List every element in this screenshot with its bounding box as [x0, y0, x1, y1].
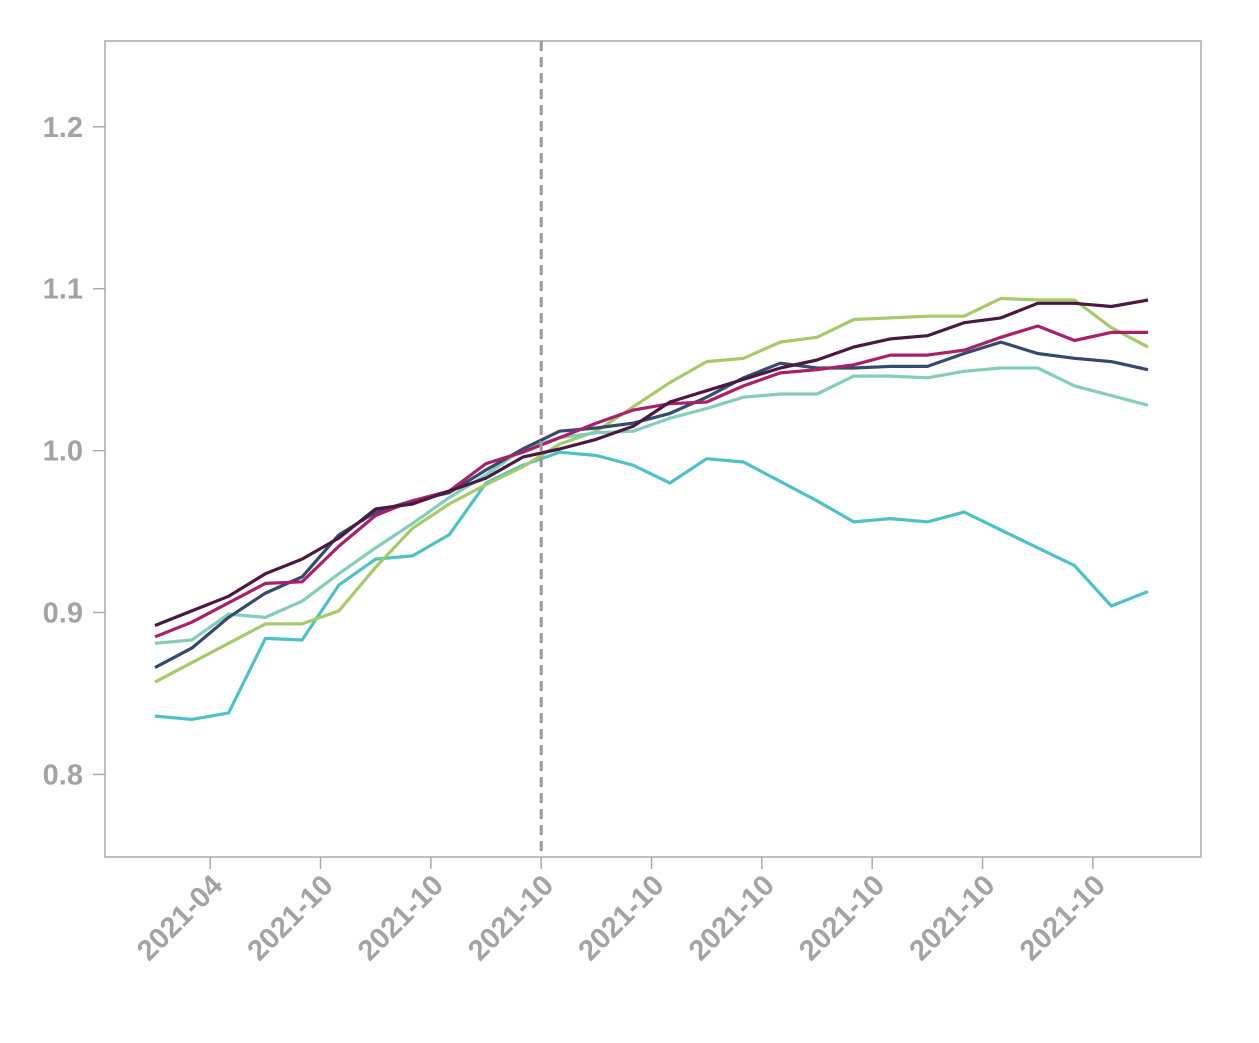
y-tick-label: 1.0 — [43, 436, 83, 468]
series-line-6 — [154, 298, 1149, 627]
x-tick-label: 2021-10 — [793, 869, 891, 967]
x-tick-label: 2021-10 — [1014, 869, 1112, 967]
y-tick-label: 1.1 — [43, 274, 83, 306]
series-line-2 — [154, 296, 1149, 684]
y-tick-label: 0.8 — [43, 759, 83, 791]
x-axis: 2021-04 2021-10 2021-10 2021-10 2021-10 2021-… — [131, 857, 1112, 967]
x-tick-label: 2021-10 — [573, 869, 671, 967]
x-tick-label: 2021-10 — [904, 869, 1002, 967]
series-line-5 — [154, 324, 1148, 639]
x-tick-label: 2021-04 — [131, 869, 229, 967]
y-tick-label: 1.2 — [43, 112, 83, 144]
x-tick-label: 2021-10 — [683, 869, 781, 967]
y-tick-label: 0.9 — [43, 598, 83, 630]
series-line-3 — [154, 366, 1149, 645]
y-axis: 0.8 0.9 1.0 1.1 1.2 — [43, 112, 105, 791]
series-line-1 — [154, 450, 1149, 722]
series-lines — [154, 296, 1149, 722]
plot-frame — [104, 40, 1202, 858]
series-line-4 — [154, 340, 1149, 670]
x-tick-label: 2021-10 — [242, 869, 340, 967]
x-tick-label: 2021-10 — [462, 869, 560, 967]
x-tick-label: 2021-10 — [352, 869, 450, 967]
